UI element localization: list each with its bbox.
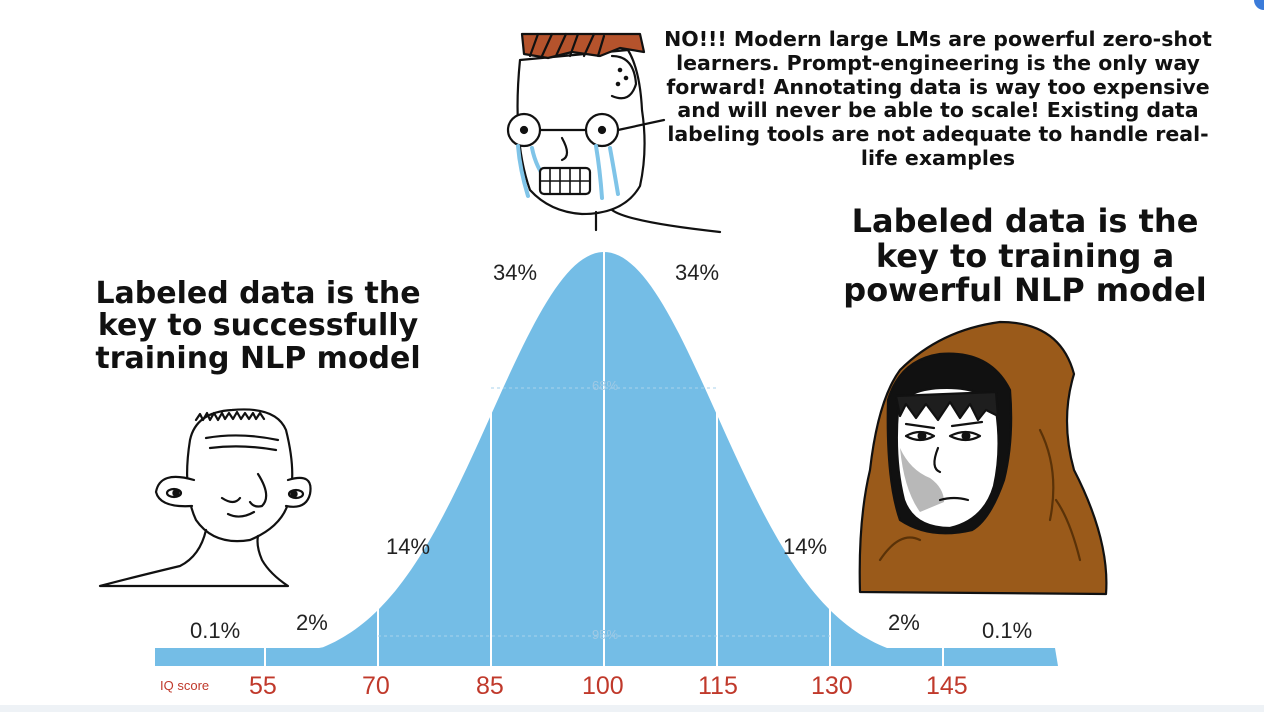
tick-55: 55 — [249, 672, 277, 700]
pct-left-outer: 0.1% — [190, 618, 240, 643]
pct-right-tail: 2% — [888, 610, 920, 635]
sigma-dividers — [264, 252, 944, 666]
band-label-68: 68% — [592, 378, 618, 393]
center-character-hair-strokes — [528, 32, 606, 58]
top-character-caption: NO!!! Modern large LMs are powerful zero… — [664, 27, 1212, 170]
right-character-bangs — [894, 390, 1000, 422]
left-character-nose — [248, 472, 268, 508]
center-character-hair — [520, 32, 646, 60]
tick-100: 100 — [582, 672, 624, 700]
axis-label-iq-score: IQ score — [160, 678, 209, 693]
left-character-head — [186, 408, 294, 543]
right-character-nose — [933, 446, 942, 474]
left-character-left-eye — [165, 487, 183, 499]
tick-115: 115 — [698, 672, 738, 700]
pct-right-outer: 0.1% — [982, 618, 1032, 643]
bell-curve-area — [155, 252, 1058, 666]
pct-right-center: 34% — [675, 260, 719, 285]
corner-accent — [1254, 0, 1264, 10]
tick-70: 70 — [362, 672, 390, 700]
left-character-mouth — [220, 496, 256, 518]
left-character-caption: Labeled data is the key to successfully … — [95, 276, 421, 376]
center-character-nose — [560, 136, 569, 162]
left-character — [98, 408, 312, 588]
left-character-right-ear — [284, 476, 312, 508]
center-character — [506, 32, 722, 234]
band-lines — [378, 387, 830, 637]
left-character-neck-shoulders — [98, 528, 290, 588]
pct-left-tail: 2% — [296, 610, 328, 635]
band-label-95: 95% — [592, 627, 618, 642]
right-character-caption: Labeled data is the key to training a po… — [843, 202, 1207, 310]
left-character-hair — [194, 410, 266, 422]
tick-145: 145 — [926, 672, 968, 700]
pct-left-center: 34% — [493, 260, 537, 285]
tick-85: 85 — [476, 672, 504, 700]
right-character — [858, 320, 1108, 596]
pct-right-mid: 14% — [783, 534, 827, 559]
right-character-mouth — [938, 496, 970, 502]
bottom-strip — [0, 705, 1264, 712]
tick-130: 130 — [811, 672, 853, 700]
left-character-right-eye — [287, 488, 305, 500]
left-character-brow-lines — [204, 434, 280, 452]
center-character-neck — [594, 208, 722, 234]
center-character-right-tears — [594, 144, 620, 200]
right-character-hoodie-folds — [878, 428, 1082, 562]
pct-left-mid: 14% — [386, 534, 430, 559]
right-character-cheek-shading — [900, 448, 944, 512]
